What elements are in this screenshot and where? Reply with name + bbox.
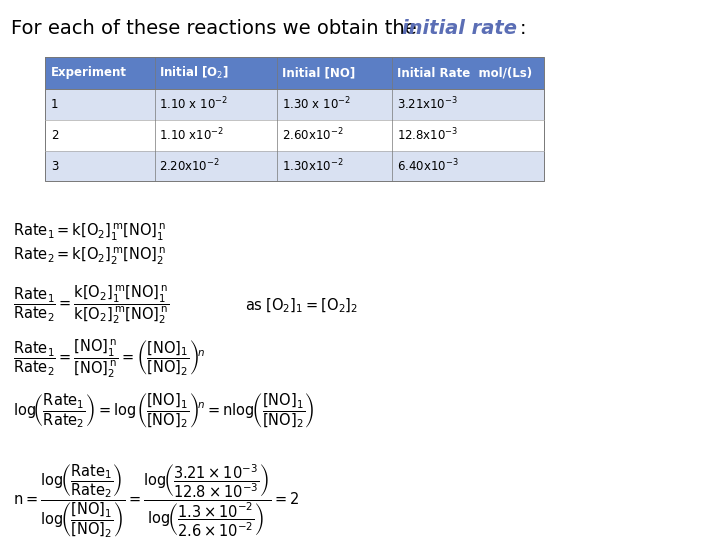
Text: $\mathrm{Rate_1 = k[O_2]_1^{\,m}[NO]_1^{\,n}}$: $\mathrm{Rate_1 = k[O_2]_1^{\,m}[NO]_1^{… bbox=[13, 221, 166, 242]
Text: 1.30 x 10$^{-2}$: 1.30 x 10$^{-2}$ bbox=[282, 96, 351, 113]
Text: 1.30x10$^{-2}$: 1.30x10$^{-2}$ bbox=[282, 158, 343, 174]
Bar bbox=[45, 89, 544, 120]
Text: Experiment: Experiment bbox=[51, 66, 127, 79]
Text: $\mathrm{log}\!\left(\dfrac{\mathrm{Rate_1}}{\mathrm{Rate_2}}\right) = \mathrm{l: $\mathrm{log}\!\left(\dfrac{\mathrm{Rate… bbox=[13, 392, 315, 430]
Text: $\dfrac{\mathrm{Rate_1}}{\mathrm{Rate_2}} = \dfrac{\mathrm{k[O_2]_1^{\,m}[NO]_1^: $\dfrac{\mathrm{Rate_1}}{\mathrm{Rate_2}… bbox=[13, 284, 169, 326]
Text: 3.21x10$^{-3}$: 3.21x10$^{-3}$ bbox=[397, 96, 458, 113]
Text: $\dfrac{\mathrm{Rate_1}}{\mathrm{Rate_2}} = \dfrac{\mathrm{[NO]_1^{\,n}}}{\mathr: $\dfrac{\mathrm{Rate_1}}{\mathrm{Rate_2}… bbox=[13, 338, 206, 380]
Text: For each of these reactions we obtain the: For each of these reactions we obtain th… bbox=[11, 19, 423, 38]
Text: 3: 3 bbox=[51, 159, 58, 173]
Bar bbox=[45, 120, 544, 151]
Text: 1.10 x 10$^{-2}$: 1.10 x 10$^{-2}$ bbox=[159, 96, 228, 113]
Text: $\mathrm{as\;[O_2]_1 = [O_2]_2}$: $\mathrm{as\;[O_2]_1 = [O_2]_2}$ bbox=[245, 297, 358, 315]
Text: 2: 2 bbox=[51, 129, 58, 142]
Text: Initial [NO]: Initial [NO] bbox=[282, 66, 355, 79]
Text: Initial Rate  mol/(Ls): Initial Rate mol/(Ls) bbox=[397, 66, 532, 79]
Text: $\mathrm{Rate_2 = k[O_2]_2^{\,m}[NO]_2^{\,n}}$: $\mathrm{Rate_2 = k[O_2]_2^{\,m}[NO]_2^{… bbox=[13, 246, 166, 267]
Bar bbox=[45, 151, 544, 181]
Text: 6.40x10$^{-3}$: 6.40x10$^{-3}$ bbox=[397, 158, 459, 174]
Text: initial rate: initial rate bbox=[402, 19, 518, 38]
Text: :: : bbox=[520, 19, 526, 38]
Text: 1.10 x10$^{-2}$: 1.10 x10$^{-2}$ bbox=[159, 127, 225, 144]
Text: 12.8x10$^{-3}$: 12.8x10$^{-3}$ bbox=[397, 127, 458, 144]
Text: Initial [O$_2$]: Initial [O$_2$] bbox=[159, 65, 229, 81]
Text: 2.20x10$^{-2}$: 2.20x10$^{-2}$ bbox=[159, 158, 220, 174]
Text: $\mathrm{n} = \dfrac{\mathrm{log}\!\left(\dfrac{\mathrm{Rate_1}}{\mathrm{Rate_2}: $\mathrm{n} = \dfrac{\mathrm{log}\!\left… bbox=[13, 462, 299, 538]
Bar bbox=[45, 57, 544, 89]
Text: 1: 1 bbox=[51, 98, 58, 111]
Text: 2.60x10$^{-2}$: 2.60x10$^{-2}$ bbox=[282, 127, 343, 144]
